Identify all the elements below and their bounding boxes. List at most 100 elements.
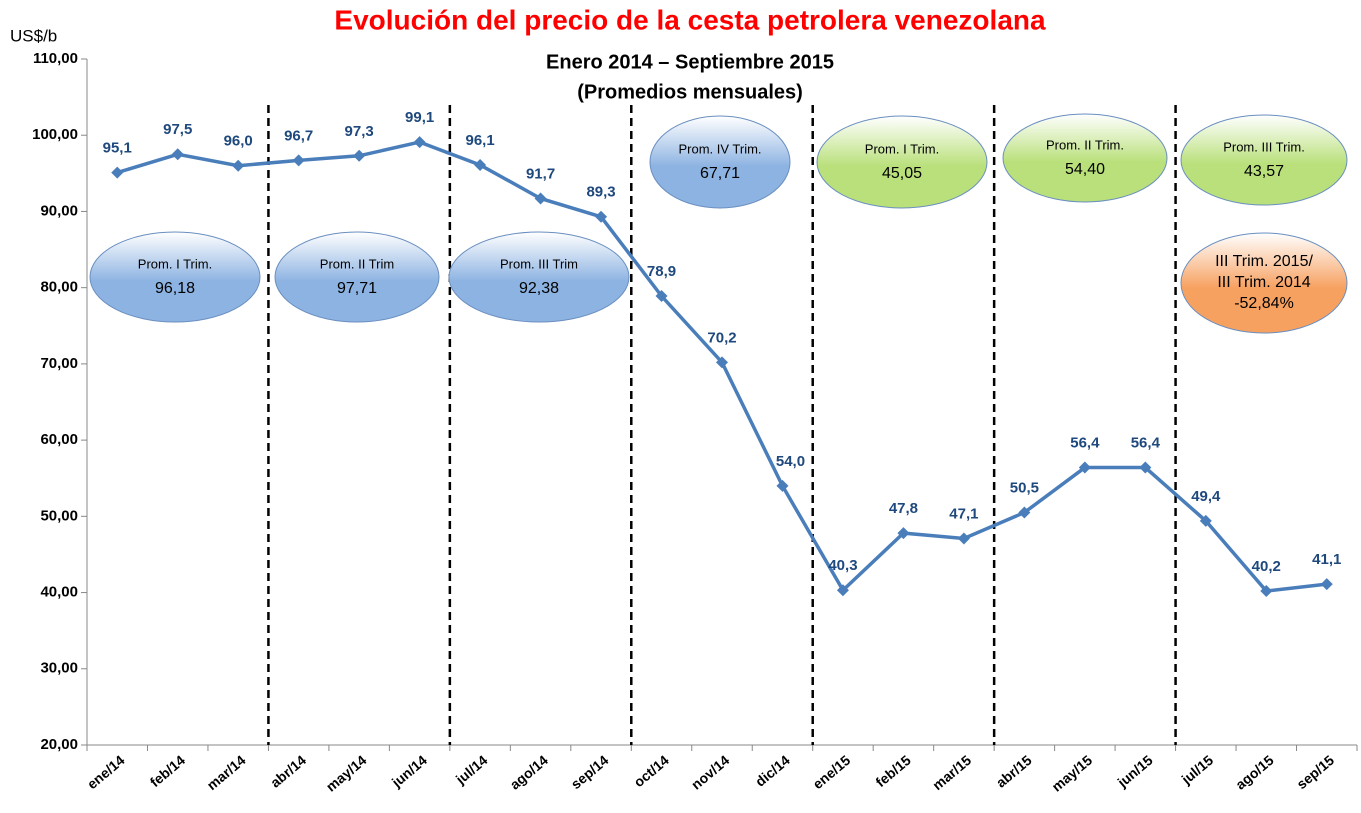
x-tick-label: ene/15 — [810, 752, 854, 792]
annotation-text: Prom. II Trim — [320, 256, 394, 271]
annotation-text: 45,05 — [882, 165, 922, 182]
x-tick-label: ene/14 — [84, 752, 128, 792]
chart-subtitle: Enero 2014 – Septiembre 2015 — [546, 51, 834, 73]
y-tick-label: 60,00 — [40, 431, 78, 448]
data-label: 99,1 — [405, 109, 434, 126]
data-point — [1320, 578, 1333, 591]
x-tick-label: sep/15 — [1293, 752, 1337, 792]
data-label: 89,3 — [586, 184, 615, 201]
data-label: 47,1 — [949, 505, 978, 522]
data-point — [897, 527, 910, 540]
data-label: 49,4 — [1191, 488, 1221, 505]
annotation-text: -52,84% — [1234, 295, 1294, 312]
y-tick-label: 30,00 — [40, 660, 78, 677]
annotation-text: III Trim. 2014 — [1217, 274, 1310, 291]
annotation-text: 97,71 — [337, 280, 377, 297]
x-tick-label: jun/15 — [1114, 752, 1156, 791]
data-point — [292, 154, 305, 167]
data-label: 54,0 — [776, 453, 805, 470]
data-point — [413, 136, 426, 149]
data-point — [836, 584, 849, 597]
data-point — [1199, 514, 1212, 527]
x-tick-label: sep/14 — [568, 752, 612, 792]
data-label: 96,1 — [465, 132, 494, 149]
x-tick-label: may/14 — [323, 752, 370, 795]
x-tick-label: mar/15 — [929, 752, 974, 793]
x-tick-label: ago/15 — [1232, 752, 1276, 793]
data-point — [776, 479, 789, 492]
annotation-text: Prom. I Trim. — [138, 256, 212, 271]
annotation-text: III Trim. 2015/ — [1215, 253, 1313, 270]
annotation-text: 54,40 — [1065, 161, 1105, 178]
x-tick-label: jul/15 — [1178, 752, 1217, 788]
annotation-text: Prom. I Trim. — [865, 141, 939, 156]
annotation-text: 96,18 — [155, 280, 195, 297]
data-point — [1260, 585, 1273, 598]
data-label: 56,4 — [1070, 435, 1100, 452]
annotation-text: Prom. III Trim — [500, 256, 578, 271]
data-point — [534, 192, 547, 205]
x-tick-label: jun/14 — [388, 752, 430, 791]
x-tick-label: nov/14 — [688, 752, 732, 793]
data-point — [171, 148, 184, 161]
data-point — [474, 158, 487, 171]
x-tick-label: may/15 — [1049, 752, 1096, 795]
annotation-bubble — [448, 231, 630, 323]
data-label: 40,3 — [828, 557, 857, 574]
data-point — [111, 166, 124, 179]
x-tick-label: ago/14 — [507, 752, 551, 793]
y-axis-label: US$/b — [10, 26, 57, 45]
x-tick-label: feb/15 — [872, 752, 913, 790]
chart-subtitle: (Promedios mensuales) — [577, 81, 803, 103]
data-label: 96,0 — [224, 133, 253, 150]
data-label: 56,4 — [1131, 435, 1161, 452]
annotation-text: Prom. II Trim. — [1046, 137, 1124, 152]
data-label: 50,5 — [1010, 479, 1039, 496]
data-point — [716, 356, 728, 369]
x-tick-label: jul/14 — [452, 752, 491, 788]
annotation-bubble — [1002, 113, 1168, 203]
annotation-text: 92,38 — [519, 280, 559, 297]
annotation-bubble — [1180, 114, 1348, 206]
y-tick-label: 110,00 — [33, 50, 78, 67]
data-point — [1078, 461, 1091, 474]
data-label: 97,5 — [163, 121, 192, 138]
annotation-text: 43,57 — [1244, 163, 1284, 180]
data-label: 78,9 — [647, 263, 676, 280]
x-tick-label: abr/15 — [993, 752, 1035, 791]
x-tick-label: dic/14 — [752, 752, 793, 790]
data-label: 41,1 — [1312, 551, 1341, 568]
annotation-bubble — [89, 231, 261, 323]
y-tick-label: 90,00 — [40, 202, 78, 219]
y-tick-label: 100,00 — [32, 126, 78, 143]
data-label: 95,1 — [103, 140, 132, 157]
data-point — [232, 159, 245, 172]
x-tick-label: mar/14 — [204, 752, 249, 793]
annotation-text: Prom. IV Trim. — [678, 141, 761, 156]
data-label: 40,2 — [1252, 558, 1281, 575]
annotation-text: Prom. III Trim. — [1223, 139, 1305, 154]
data-label: 91,7 — [526, 165, 555, 182]
data-label: 96,7 — [284, 127, 313, 144]
y-tick-label: 70,00 — [40, 355, 78, 372]
data-point — [353, 149, 366, 162]
data-point — [655, 290, 668, 303]
annotation-text: 67,71 — [700, 165, 740, 182]
y-tick-label: 50,00 — [40, 507, 78, 524]
data-point — [1018, 506, 1031, 519]
annotation-bubble — [274, 231, 440, 323]
data-label: 97,3 — [345, 123, 374, 140]
x-tick-label: abr/14 — [267, 752, 309, 791]
y-tick-label: 20,00 — [40, 736, 78, 753]
x-tick-label: feb/14 — [147, 752, 188, 790]
annotation-bubble — [649, 115, 791, 209]
chart-title: Evolución del precio de la cesta petrole… — [334, 4, 1046, 35]
data-label: 47,8 — [889, 500, 918, 517]
data-point — [595, 210, 608, 223]
data-label: 70,2 — [707, 329, 736, 346]
annotation-bubble — [816, 115, 988, 209]
y-tick-label: 40,00 — [40, 584, 78, 601]
annotation-bubble — [1180, 232, 1348, 334]
data-point — [1139, 461, 1152, 474]
